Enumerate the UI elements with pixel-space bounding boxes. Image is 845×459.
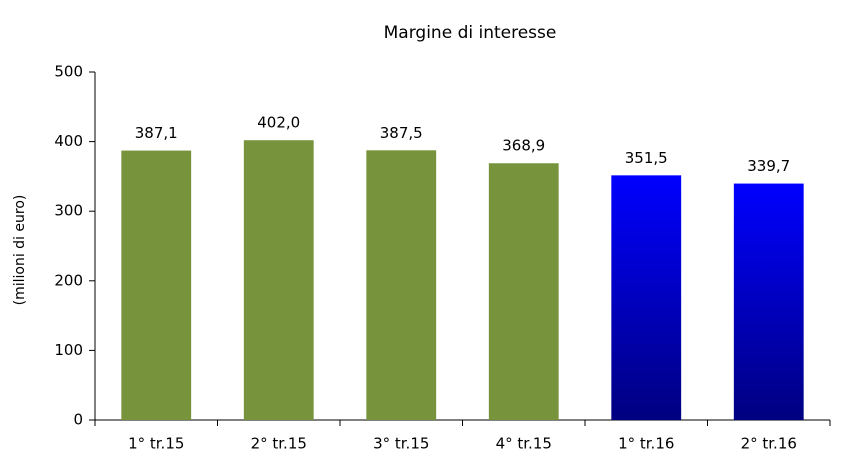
data-label: 402,0 xyxy=(257,114,300,132)
chart-title: Margine di interesse xyxy=(384,23,557,43)
data-label: 387,1 xyxy=(135,124,178,142)
data-label: 351,5 xyxy=(625,149,668,167)
bar xyxy=(366,150,437,421)
bar xyxy=(243,140,314,420)
data-label: 339,7 xyxy=(747,157,790,175)
y-tick-label: 0 xyxy=(73,411,83,429)
x-tick-label: 4° tr.15 xyxy=(496,435,552,453)
x-tick-label: 1° tr.15 xyxy=(128,435,184,453)
bar xyxy=(733,183,804,420)
x-tick-label: 1° tr.16 xyxy=(618,435,674,453)
bar xyxy=(611,175,682,420)
y-axis-label: (milioni di euro) xyxy=(12,195,28,306)
y-tick-label: 200 xyxy=(54,271,83,289)
bar xyxy=(121,150,192,420)
y-tick-label: 500 xyxy=(54,63,83,81)
data-label: 387,5 xyxy=(380,124,423,142)
x-tick-label: 2° tr.15 xyxy=(251,435,307,453)
y-tick-label: 100 xyxy=(54,341,83,359)
bar xyxy=(488,163,559,420)
x-tick-label: 3° tr.15 xyxy=(373,435,429,453)
x-tick-label: 2° tr.16 xyxy=(741,435,797,453)
data-label: 368,9 xyxy=(502,137,545,155)
y-tick-label: 400 xyxy=(54,132,83,150)
y-tick-label: 300 xyxy=(54,202,83,220)
